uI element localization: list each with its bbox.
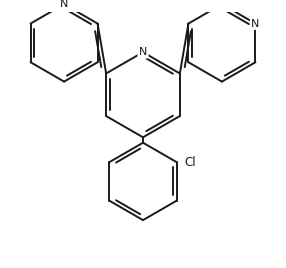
Text: N: N [139, 47, 147, 57]
Text: N: N [60, 0, 68, 9]
Text: N: N [251, 18, 260, 29]
Text: Cl: Cl [185, 155, 196, 169]
